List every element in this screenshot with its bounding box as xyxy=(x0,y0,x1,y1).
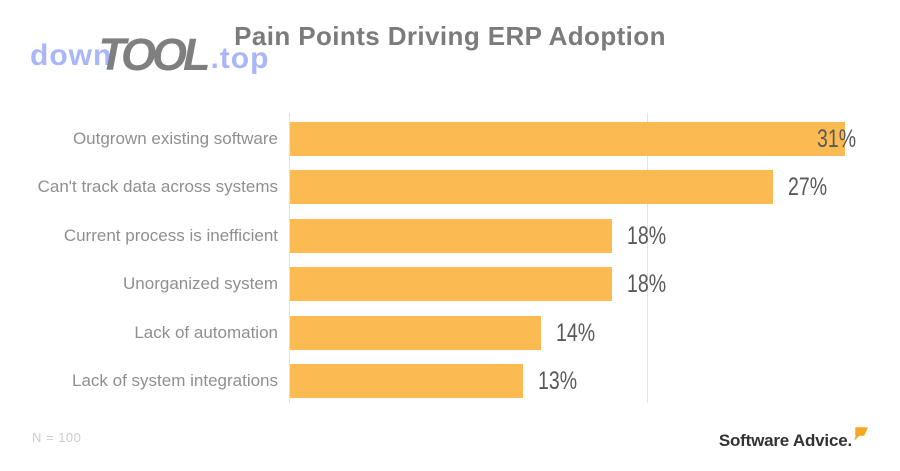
brand-logo: Software Advice. xyxy=(718,427,868,451)
category-label: Lack of system integrations xyxy=(72,371,278,390)
watermark-middle: TOOL xyxy=(98,29,210,80)
category-label: Can't track data across systems xyxy=(37,177,278,197)
bar xyxy=(290,364,523,398)
category-label: Current process is inefficient xyxy=(63,225,278,245)
watermark-suffix: .top xyxy=(210,41,270,75)
value-label: 18% xyxy=(627,221,667,250)
brand-logo-text: Software Advice. xyxy=(718,431,852,450)
value-label: 18% xyxy=(627,270,667,299)
bar xyxy=(290,267,613,302)
sample-size-note: N = 100 xyxy=(32,430,82,445)
category-label: Lack of automation xyxy=(134,322,278,342)
bar xyxy=(290,122,845,156)
bar xyxy=(290,170,774,205)
gridline xyxy=(647,113,649,403)
bar xyxy=(290,218,613,253)
gridline xyxy=(289,113,290,403)
watermark-prefix: down xyxy=(30,38,113,72)
chart-title: Pain Points Driving ERP Adoption xyxy=(234,21,666,51)
category-label: Outgrown existing software xyxy=(72,129,278,148)
speech-bubble-icon xyxy=(851,427,868,447)
watermark-logo: down TOOL .top xyxy=(30,29,270,80)
value-label: 13% xyxy=(537,367,577,395)
value-label: 31% xyxy=(817,125,857,153)
bar xyxy=(290,315,541,350)
value-label: 27% xyxy=(788,173,828,202)
value-label: 14% xyxy=(555,318,595,347)
category-label: Unorganized system xyxy=(123,274,278,294)
